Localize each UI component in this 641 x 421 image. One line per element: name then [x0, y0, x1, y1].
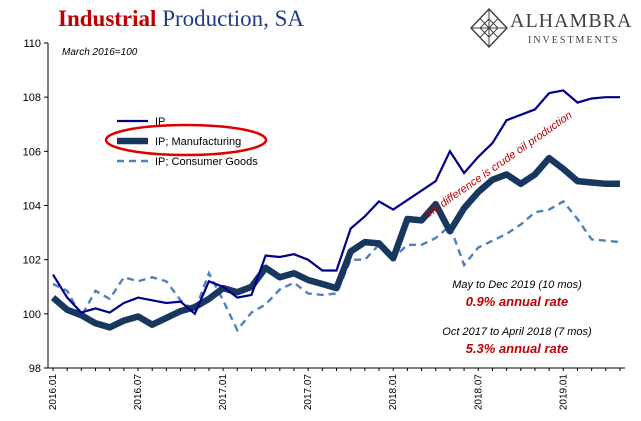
annotation-oil: the difference is crude oil production — [423, 109, 575, 220]
x-tick-label: 2016.01 — [48, 374, 59, 411]
diamond-lattice-logo-icon — [470, 7, 508, 49]
legend-label: IP — [155, 116, 165, 128]
base-note: March 2016=100 — [62, 47, 138, 58]
x-tick-label: 2018.07 — [473, 374, 484, 411]
series-line-ip — [52, 89, 620, 316]
y-tick-label: 98 — [29, 363, 41, 375]
chart-title: Industrial Production, SA — [58, 6, 304, 32]
annotation-rate-2: 5.3% annual rate — [466, 341, 569, 356]
highlight-ellipse — [104, 123, 268, 157]
axes: 98 100 102 104 106 108 110 2016.01 2016.07 2017.0… — [23, 38, 625, 410]
y-tick-label: 106 — [23, 146, 41, 158]
y-tick-label: 110 — [23, 38, 41, 50]
annotation-rate-1: 0.9% annual rate — [466, 294, 569, 309]
annotation-period-2: Oct 2017 to April 2018 (7 mos) — [442, 326, 592, 338]
chart-title-bold: Industrial — [58, 6, 157, 31]
logo-name: ALHAMBRA — [510, 10, 633, 32]
legend-label: IP; Consumer Goods — [155, 156, 258, 168]
y-tick-label: 104 — [23, 201, 41, 213]
y-tick-label: 100 — [23, 309, 41, 321]
x-tick-label: 2017.01 — [218, 374, 229, 411]
series-layer — [50, 89, 621, 333]
chart-title-rest: Production, SA — [162, 6, 305, 31]
series-line-ip-consumer-goods — [52, 199, 621, 333]
series-line-ip-manufacturing — [50, 154, 620, 331]
legend-label: IP; Manufacturing — [155, 136, 241, 148]
alhambra-logo: ALHAMBRA INVESTMENTS — [470, 7, 640, 52]
x-tick-label: 2018.01 — [388, 374, 399, 411]
x-tick-label: 2016.07 — [133, 374, 144, 411]
x-tick-label: 2019.01 — [558, 374, 569, 411]
legend: IP IP; Manufacturing IP; Consumer Goods — [104, 116, 268, 168]
logo-subtitle: INVESTMENTS — [528, 35, 620, 46]
y-tick-label: 108 — [23, 92, 41, 104]
annotation-period-1: May to Dec 2019 (10 mos) — [452, 279, 582, 291]
x-tick-label: 2017.07 — [303, 374, 314, 411]
y-tick-label: 102 — [23, 255, 41, 267]
